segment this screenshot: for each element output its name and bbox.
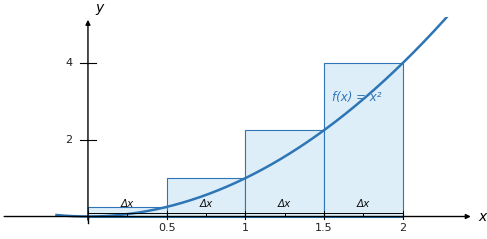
Text: Δx: Δx (121, 199, 134, 209)
Text: x: x (478, 210, 487, 223)
Text: f(x) = x²: f(x) = x² (332, 91, 381, 104)
Text: 2: 2 (399, 223, 406, 234)
Text: 4: 4 (65, 58, 72, 68)
Text: Δx: Δx (278, 199, 291, 209)
Text: Δx: Δx (199, 199, 213, 209)
Bar (88, 207, 167, 217)
Text: y: y (96, 1, 104, 15)
Text: 0.5: 0.5 (158, 223, 175, 234)
Bar (245, 130, 324, 217)
Bar (167, 178, 245, 217)
Text: 1: 1 (242, 223, 249, 234)
Text: 2: 2 (65, 135, 72, 145)
Bar (324, 63, 403, 217)
Text: Δx: Δx (357, 199, 370, 209)
Text: 1.5: 1.5 (315, 223, 333, 234)
